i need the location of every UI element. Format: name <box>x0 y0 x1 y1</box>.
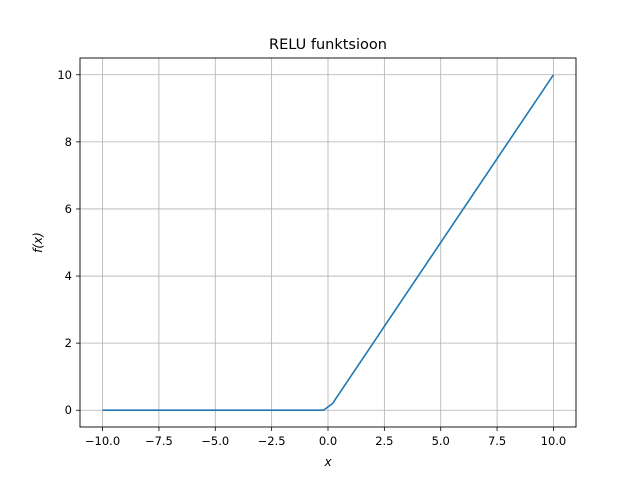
y-tick-label: 6 <box>65 202 72 216</box>
chart-title: RELU funktsioon <box>269 37 387 53</box>
y-tick-label: 4 <box>65 269 72 283</box>
x-tick-label: −7.5 <box>145 434 173 448</box>
y-tick-label: 10 <box>57 68 72 82</box>
x-tick-label: −2.5 <box>258 434 286 448</box>
y-tick-label: 0 <box>65 403 72 417</box>
relu-series-line <box>102 74 555 412</box>
x-tick-label: 2.5 <box>375 434 393 448</box>
y-tick-label: 2 <box>65 336 72 350</box>
x-axis-label: x <box>323 455 332 469</box>
y-axis-label: f(x) <box>31 232 45 253</box>
x-tick-label: 10.0 <box>541 434 567 448</box>
x-tick-label: 7.5 <box>488 434 506 448</box>
x-axis-ticks: −10.0 −7.5 −5.0 −2.5 0.0 2.5 5.0 7.5 10.0 <box>85 427 566 448</box>
x-tick-label: −5.0 <box>201 434 229 448</box>
y-tick-label: 8 <box>65 135 72 149</box>
grid-lines <box>80 58 576 427</box>
series-group <box>102 74 555 412</box>
x-tick-label: −10.0 <box>85 434 120 448</box>
y-axis-ticks: 0 2 4 6 8 10 <box>57 68 80 417</box>
x-tick-label: 5.0 <box>432 434 450 448</box>
x-tick-label: 0.0 <box>319 434 337 448</box>
